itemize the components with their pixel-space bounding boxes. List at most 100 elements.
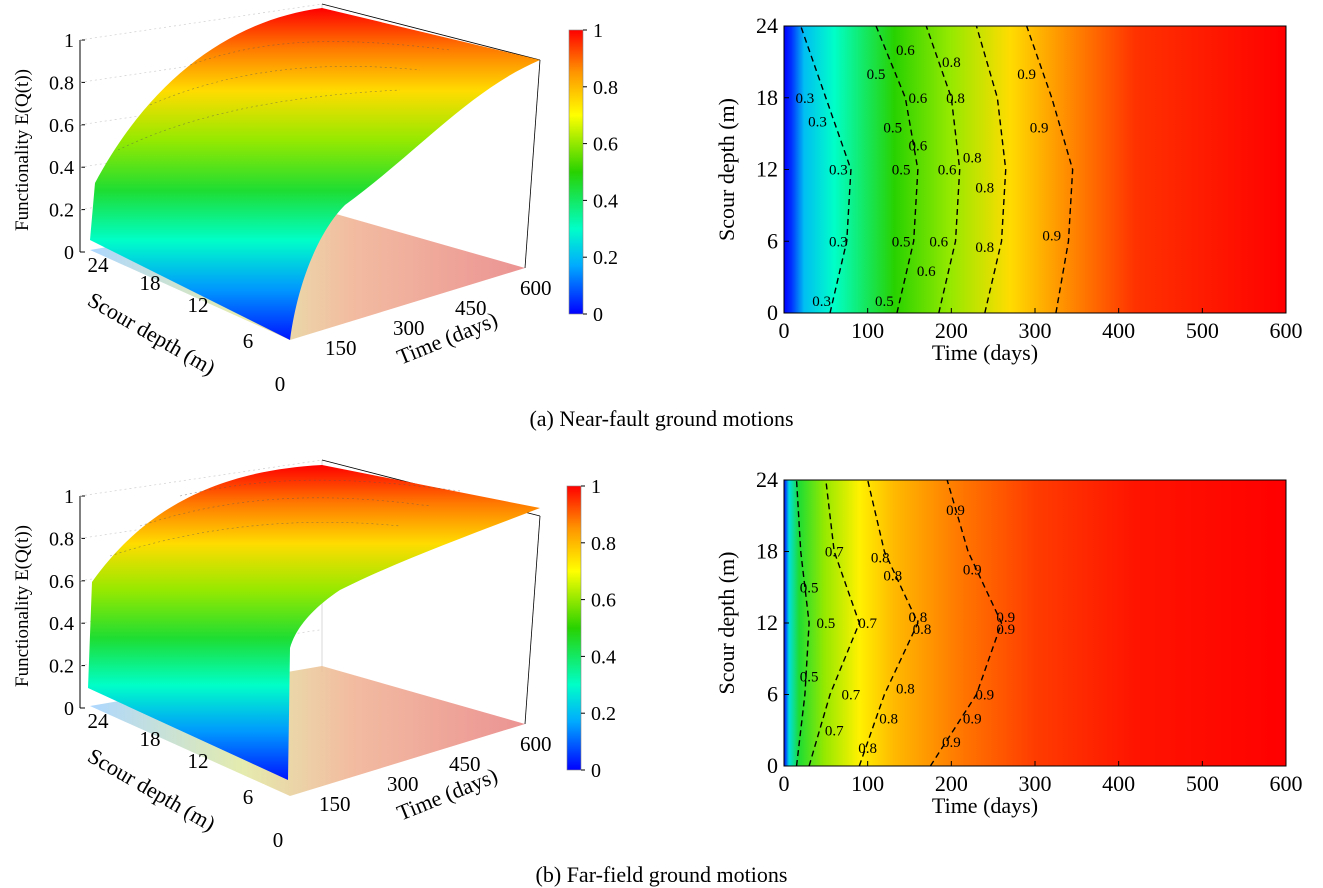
contour-line-0_5 — [795, 479, 810, 767]
x-tick-label: 150 — [319, 792, 351, 816]
z-tick-label: 1 — [64, 30, 74, 52]
contour-label: 0.8 — [883, 568, 902, 584]
x-axis-label: Time (days) — [932, 340, 1038, 365]
back-grid-line — [79, 3, 323, 41]
contour-near-fault: 0.3 0.3 0.3 0.3 0.3 0.5 0.5 0.5 0.5 0.5 0.6 0.6 0.6 0… — [714, 13, 1303, 365]
colorbar-tick-label: 0 — [591, 760, 601, 782]
contour-label: 0.9 — [963, 711, 982, 727]
colorbar-tick-label: 1 — [593, 20, 603, 42]
z-tick-label: 0.6 — [49, 571, 74, 593]
colorbar-tick-label: 0.8 — [593, 77, 618, 99]
contour-label: 0.9 — [996, 610, 1015, 626]
contour-label: 0.5 — [875, 294, 894, 310]
x-tick-label: 500 — [1186, 318, 1219, 343]
x-tick-label: 300 — [393, 316, 425, 340]
contour-fill — [784, 26, 1286, 313]
caption-a: (a) Near-fault ground motions — [529, 406, 794, 431]
x-tick-label: 0 — [779, 771, 790, 796]
contour-label: 0.8 — [871, 550, 890, 566]
contour-label: 0.6 — [938, 163, 957, 179]
y-tick-label: 0 — [767, 753, 778, 778]
y-tick-label: 6 — [767, 228, 778, 253]
y-axis-label: Scour depth (m) — [714, 552, 739, 695]
y-tick-label: 6 — [243, 329, 254, 353]
x-tick-label: 100 — [851, 771, 884, 796]
contour-label: 0.5 — [892, 234, 911, 250]
x-tick-label: 300 — [1019, 771, 1052, 796]
surface-isoline — [179, 479, 461, 497]
surface-isoline — [139, 497, 431, 527]
contour-label: 0.6 — [929, 234, 948, 250]
colorbar-near-fault: 0 0.2 0.4 0.6 0.8 1 — [568, 20, 618, 326]
contour-label: 0.8 — [879, 711, 898, 727]
contour-label: 0.6 — [908, 91, 927, 107]
x-tick-label: 400 — [1102, 771, 1135, 796]
colorbar-tick-label: 0.4 — [593, 190, 618, 212]
functionality-surface — [90, 8, 540, 340]
contour-label: 0.3 — [808, 115, 827, 131]
contour-label: 0.3 — [796, 91, 815, 107]
y-tick-label: 18 — [756, 539, 778, 564]
contour-label: 0.3 — [829, 163, 848, 179]
y-tick-label: 6 — [243, 785, 254, 809]
contour-label: 0.8 — [908, 610, 927, 626]
contour-label: 0.5 — [892, 163, 911, 179]
contour-line-0_9 — [929, 479, 1003, 767]
x-tick-label: 450 — [455, 296, 487, 320]
contour-line-0_6 — [925, 25, 961, 314]
colorbar-tick-label: 0.4 — [591, 646, 616, 668]
colorbar-tick-label: 0.2 — [593, 247, 618, 269]
contour-label: 0.5 — [867, 67, 886, 83]
x-tick-label: 200 — [935, 771, 968, 796]
z-tick-label: 0 — [64, 698, 74, 720]
contour-line-0_8 — [858, 479, 919, 767]
contour-far-field: 0.50.50.50.70.70.70.70.80.80.80.80.80.80… — [714, 467, 1303, 818]
colorbar-far-field: 0 0.2 0.4 0.6 0.8 1 — [566, 476, 616, 782]
right-edge — [524, 59, 541, 269]
contour-label: 0.5 — [800, 670, 819, 686]
y-tick-label: 12 — [188, 749, 209, 773]
contour-label: 0.8 — [942, 55, 961, 71]
contour-line-0_5 — [875, 25, 919, 314]
top-edge — [321, 3, 541, 61]
contour-fill — [784, 480, 1286, 766]
contour-label: 0.6 — [908, 139, 927, 155]
contour-label: 0.9 — [1042, 228, 1061, 244]
y-tick-label: 24 — [88, 253, 110, 277]
colorbar-tick-label: 1 — [591, 476, 601, 498]
colorbar-gradient — [568, 29, 584, 315]
y-tick-label: 24 — [756, 467, 778, 492]
functionality-surface — [88, 465, 540, 780]
contour-label: 0.8 — [975, 240, 994, 256]
x-tick-label: 300 — [387, 772, 419, 796]
contour-label: 0.9 — [942, 735, 961, 751]
y-tick-label: 0 — [767, 300, 778, 325]
contour-line-0_9 — [1025, 25, 1074, 314]
z-tick-label: 0.2 — [49, 656, 74, 678]
x-tick-label: 450 — [449, 752, 481, 776]
contour-label: 0.3 — [812, 294, 831, 310]
y-axis-label: Scour depth (m) — [714, 98, 739, 241]
surface-3d-near-fault: 0 0.2 0.4 0.6 0.8 1 Functionality E(Q(t)) 150 30… — [12, 3, 552, 396]
contour-label: 0.7 — [825, 545, 844, 561]
y-tick-label: 0 — [275, 372, 286, 396]
y-tick-label: 12 — [188, 293, 209, 317]
y-tick-label: 24 — [756, 13, 778, 38]
right-edge — [524, 515, 541, 725]
contour-label: 0.8 — [963, 151, 982, 167]
y-tick-label: 18 — [140, 727, 161, 751]
x-tick-label: 600 — [1270, 771, 1303, 796]
z-tick-label: 1 — [64, 486, 74, 508]
contour-label: 0.8 — [858, 741, 877, 757]
y-tick-label: 12 — [756, 610, 778, 635]
z-axis-label: Functionality E(Q(t)) — [12, 69, 33, 231]
contour-label: 0.3 — [829, 234, 848, 250]
contour-label: 0.7 — [825, 723, 844, 739]
contour-label: 0.9 — [946, 503, 965, 519]
contour-label: 0.5 — [800, 580, 819, 596]
contour-label: 0.9 — [975, 688, 994, 704]
back-grid-line — [79, 459, 323, 497]
colorbar-gradient — [566, 485, 582, 771]
caption-b: (b) Far-field ground motions — [535, 862, 788, 887]
z-axis-label: Functionality E(Q(t)) — [12, 525, 33, 687]
